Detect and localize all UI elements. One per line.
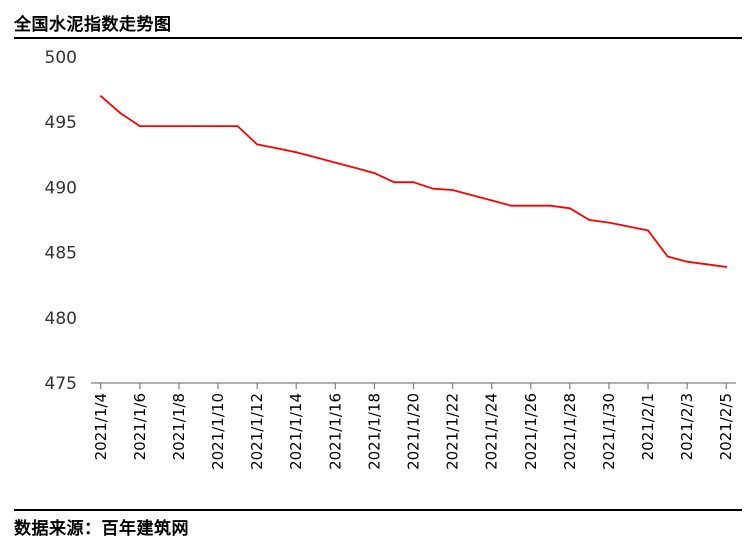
y-tick-label: 480 xyxy=(45,309,77,329)
data-point xyxy=(236,125,239,128)
data-point xyxy=(275,147,278,150)
x-tick-label: 2021/2/1 xyxy=(639,393,657,460)
x-tick-label: 2021/1/8 xyxy=(170,393,188,460)
data-point xyxy=(353,166,356,169)
data-point xyxy=(138,125,141,128)
title-divider xyxy=(14,37,742,39)
x-tick-label: 2021/1/6 xyxy=(131,393,149,460)
data-point xyxy=(217,125,219,128)
data-point xyxy=(119,112,122,114)
x-tick-label: 2021/1/14 xyxy=(287,393,305,470)
data-point xyxy=(314,156,317,159)
data-source: 数据来源：百年建筑网 xyxy=(14,519,189,539)
y-tick-label: 490 xyxy=(45,178,77,198)
data-point xyxy=(451,189,454,191)
x-tick-label: 2021/2/5 xyxy=(717,393,735,460)
footer-divider xyxy=(14,509,742,511)
data-point xyxy=(490,199,493,202)
x-tick-label: 2021/1/12 xyxy=(248,393,266,470)
data-point xyxy=(568,207,571,210)
x-tick-label: 2021/1/30 xyxy=(600,393,618,470)
data-point xyxy=(432,187,434,190)
data-point xyxy=(627,225,630,228)
x-tick-label: 2021/1/22 xyxy=(444,393,462,470)
x-tick-label: 2021/1/26 xyxy=(522,393,540,470)
data-point xyxy=(471,194,474,197)
data-point xyxy=(256,143,259,146)
x-tick-label: 2021/2/3 xyxy=(678,393,696,460)
data-point xyxy=(510,204,513,207)
data-point xyxy=(295,151,298,154)
y-tick-label: 495 xyxy=(45,113,77,133)
data-point xyxy=(373,172,376,174)
x-tick-label: 2021/1/10 xyxy=(209,393,227,470)
data-point xyxy=(412,181,415,184)
x-tick-label: 2021/1/28 xyxy=(561,393,579,470)
data-point xyxy=(99,95,102,98)
data-point xyxy=(686,260,689,263)
data-point xyxy=(158,125,161,128)
data-point xyxy=(666,255,669,258)
x-tick-label: 2021/1/4 xyxy=(92,393,110,460)
data-point xyxy=(197,125,200,128)
data-point xyxy=(334,161,337,164)
x-tick-label: 2021/1/16 xyxy=(326,393,344,470)
data-point xyxy=(725,266,728,268)
data-point xyxy=(647,229,649,232)
data-point xyxy=(549,204,552,207)
y-tick-label: 475 xyxy=(45,374,77,394)
data-point xyxy=(608,221,610,224)
data-point xyxy=(705,263,708,266)
data-point xyxy=(393,181,395,184)
y-tick-label: 485 xyxy=(45,244,77,264)
data-point xyxy=(529,204,532,207)
x-tick-label: 2021/1/20 xyxy=(405,393,423,470)
x-tick-label: 2021/1/18 xyxy=(365,393,383,470)
data-point xyxy=(178,125,180,128)
x-tick-label: 2021/1/24 xyxy=(483,393,501,470)
data-point xyxy=(588,219,591,221)
chart-title: 全国水泥指数走势图 xyxy=(14,15,172,35)
y-tick-label: 500 xyxy=(45,48,77,68)
